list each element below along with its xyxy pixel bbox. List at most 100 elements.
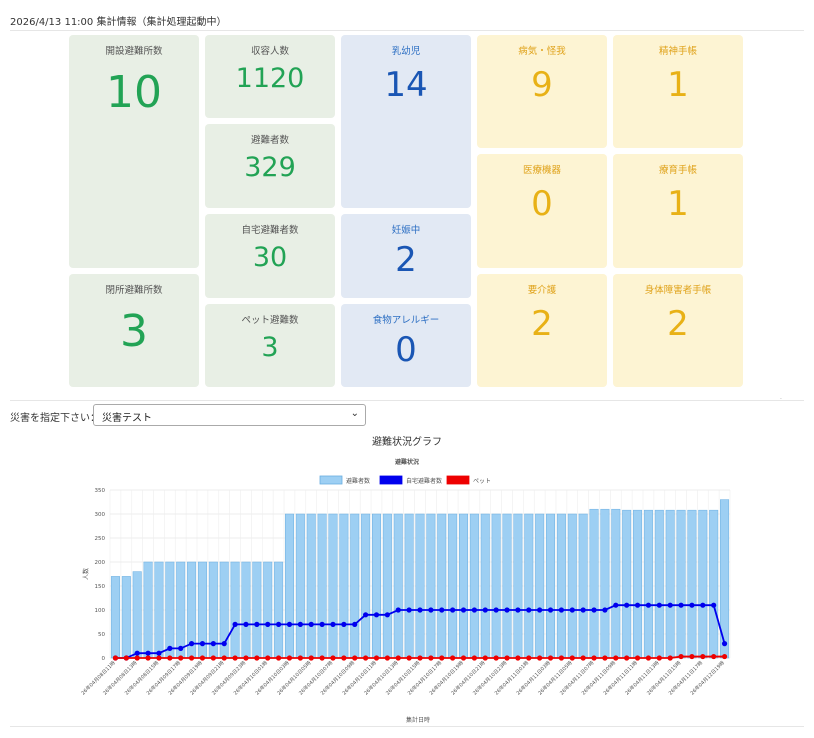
bar bbox=[448, 513, 458, 659]
infants-value: 14 bbox=[384, 65, 428, 105]
data-point bbox=[515, 607, 521, 613]
food-allergy-card: 食物アレルギー 0 bbox=[341, 304, 471, 387]
data-point bbox=[493, 607, 499, 613]
bar bbox=[513, 513, 523, 659]
pet-evacuees-value: 3 bbox=[261, 332, 279, 363]
data-point bbox=[297, 621, 303, 627]
bar bbox=[709, 509, 719, 659]
data-point bbox=[406, 607, 412, 613]
illness-value: 9 bbox=[531, 65, 553, 105]
data-point bbox=[678, 602, 684, 608]
data-point bbox=[526, 607, 532, 613]
data-point bbox=[286, 655, 293, 661]
capacity-value: 1120 bbox=[235, 63, 305, 94]
data-point bbox=[178, 655, 184, 661]
home-evacuees-card: 自宅避難者数 30 bbox=[205, 214, 335, 298]
bar bbox=[491, 513, 501, 659]
bar bbox=[371, 513, 381, 659]
data-point bbox=[602, 607, 608, 613]
disaster-select-label: 災害を指定下さい： bbox=[10, 413, 100, 424]
y-axis-label: 人数 bbox=[82, 568, 90, 580]
bar bbox=[437, 513, 447, 659]
y-tick-label: 150 bbox=[95, 584, 106, 590]
closed-shelters-card: 閉所避難所数 3 bbox=[69, 274, 199, 387]
data-point bbox=[428, 655, 434, 661]
bar bbox=[535, 513, 545, 659]
bar bbox=[339, 513, 349, 659]
data-point bbox=[319, 655, 325, 661]
bar bbox=[404, 513, 414, 659]
data-point bbox=[700, 653, 706, 660]
evacuees-card: 避難者数 329 bbox=[205, 124, 335, 208]
data-point bbox=[232, 655, 238, 661]
data-point bbox=[547, 607, 554, 613]
bar bbox=[426, 513, 436, 659]
data-point bbox=[537, 607, 543, 613]
bar bbox=[393, 513, 403, 659]
y-tick-label: 100 bbox=[95, 608, 106, 614]
disability-handbook-card: 身体障害者手帳 2 bbox=[613, 274, 743, 387]
data-point bbox=[167, 655, 173, 661]
data-point bbox=[167, 645, 173, 651]
disaster-select-value: 災害テスト bbox=[102, 413, 152, 424]
legend-swatch bbox=[379, 475, 403, 485]
medical-device-label: 医療機器 bbox=[522, 165, 561, 176]
bar bbox=[110, 576, 120, 659]
food-allergy-label: 食物アレルギー bbox=[372, 315, 440, 326]
data-point bbox=[645, 602, 652, 608]
data-point bbox=[384, 655, 390, 661]
data-point bbox=[537, 655, 543, 661]
bar bbox=[480, 513, 490, 659]
bar bbox=[578, 513, 588, 659]
data-point bbox=[515, 655, 521, 661]
evacuees-label: 避難者数 bbox=[250, 135, 289, 146]
data-point bbox=[265, 621, 271, 627]
data-point bbox=[471, 655, 477, 661]
bar bbox=[469, 513, 479, 659]
data-point bbox=[395, 655, 401, 661]
disaster-select[interactable]: 災害テスト ⌄ bbox=[93, 404, 366, 426]
infants-card: 乳幼児 14 bbox=[341, 35, 471, 208]
data-point bbox=[667, 602, 673, 608]
mental-handbook-card: 精神手帳 1 bbox=[613, 35, 743, 148]
data-point bbox=[199, 655, 206, 661]
y-tick-label: 0 bbox=[102, 656, 106, 662]
data-point bbox=[145, 655, 151, 661]
data-point bbox=[569, 607, 575, 613]
data-point bbox=[254, 655, 260, 661]
data-point bbox=[460, 655, 467, 661]
bar bbox=[176, 561, 186, 659]
data-point bbox=[624, 602, 630, 608]
medical-device-value: 0 bbox=[531, 184, 553, 224]
data-point bbox=[145, 650, 151, 656]
header-divider bbox=[10, 30, 804, 31]
y-tick-label: 200 bbox=[95, 560, 106, 566]
data-point bbox=[721, 653, 728, 660]
y-tick-label: 350 bbox=[95, 488, 106, 494]
data-point bbox=[547, 655, 554, 661]
data-point bbox=[460, 607, 467, 613]
data-point bbox=[558, 655, 565, 661]
data-point bbox=[667, 655, 673, 661]
bar bbox=[589, 508, 599, 659]
care-needed-value: 2 bbox=[531, 304, 553, 344]
stray-dot: . bbox=[780, 394, 782, 401]
data-point bbox=[319, 621, 325, 627]
data-point bbox=[297, 655, 303, 661]
open-shelters-value: 10 bbox=[106, 67, 162, 118]
data-point bbox=[330, 621, 336, 627]
data-point bbox=[384, 612, 390, 618]
data-point bbox=[526, 655, 532, 661]
bar bbox=[415, 513, 425, 659]
data-point bbox=[656, 602, 662, 608]
data-point bbox=[308, 655, 314, 661]
bar bbox=[546, 513, 556, 659]
bar bbox=[306, 513, 316, 659]
bar bbox=[274, 561, 284, 659]
data-point bbox=[134, 650, 140, 656]
data-point bbox=[286, 621, 293, 627]
data-point bbox=[689, 602, 695, 608]
data-point bbox=[199, 641, 206, 647]
data-point bbox=[482, 607, 488, 613]
legend-swatch bbox=[446, 475, 470, 485]
